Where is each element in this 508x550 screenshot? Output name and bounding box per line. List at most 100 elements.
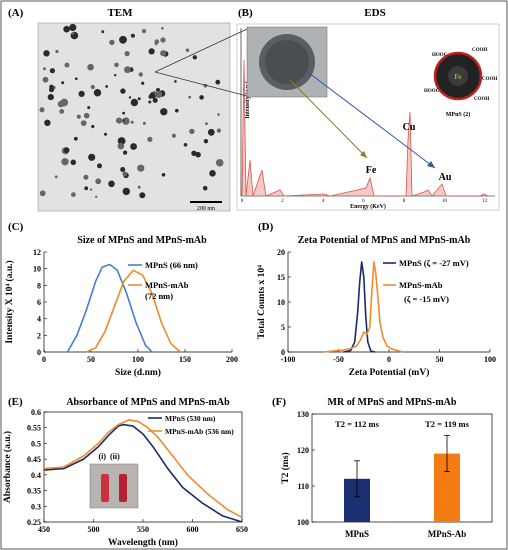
tem-particle	[217, 113, 220, 116]
tem-particle	[109, 39, 115, 46]
tem-particle	[203, 139, 209, 144]
tem-particle	[160, 108, 168, 116]
chart-d-series-0	[343, 261, 376, 353]
chart-e-y-tick-label: 0.45	[27, 455, 41, 464]
tem-particle	[83, 174, 89, 180]
vial-photo	[89, 463, 139, 509]
panel-b-label: (B)	[238, 7, 253, 19]
chart-e-title: Absorbance of MPnS and MPnS-mAb	[66, 397, 230, 408]
tem-particle	[87, 106, 91, 110]
chart-d: -100 -50 0 50 100 0 5 10 15 20 Zeta Potential (mV)…	[257, 248, 496, 378]
chart-e-x-tick-label: 550	[137, 525, 149, 534]
tem-particle	[148, 100, 152, 104]
tem-particle	[139, 192, 146, 199]
tem-particle	[124, 51, 130, 57]
chart-f-plot-frame	[311, 413, 493, 523]
tem-particle	[64, 62, 70, 68]
tem-particle	[137, 97, 141, 101]
chart-c-title: Size of MPnS and MPnS-mAb	[77, 235, 207, 246]
tem-particle	[73, 136, 78, 141]
tem-scale-label: 200 nm	[197, 206, 216, 212]
tem-particle	[160, 50, 167, 57]
panel-d-label: (D)	[258, 221, 274, 233]
chart-f-y-tick-label: 100	[297, 518, 309, 527]
chart-f: 100 110 120 130 T2 (ms) T2 = 112 ms MPnS T2 = 1…	[280, 410, 493, 539]
tem-particle	[215, 79, 221, 85]
tem-particle	[61, 158, 69, 166]
tem-image	[37, 22, 231, 212]
tem-particle	[202, 185, 208, 191]
tem-particle	[116, 117, 123, 124]
chart-f-data-label: T2 = 119 ms	[425, 419, 469, 429]
tem-particle	[183, 143, 188, 147]
chart-d-x-tick-label: 50	[436, 355, 444, 364]
chart-c-y-tick-label: 2	[37, 331, 41, 340]
mpns-schematic: Fe COOH HOOC COOH HOOC COOH MPnS (2)	[424, 48, 497, 118]
chart-c-legend-label-2: (72 nm)	[145, 291, 173, 301]
chart-d-series-1	[323, 261, 404, 353]
tem-particle	[114, 74, 117, 77]
chart-c-series-1	[85, 269, 181, 353]
tem-particle	[108, 180, 115, 188]
tem-particle	[104, 132, 107, 136]
chart-e-y-tick-label: 0.6	[31, 408, 41, 417]
eds-x-tick-label: 2	[281, 199, 284, 204]
mpns-schematic-label: MPnS (2)	[446, 111, 471, 118]
tem-particle	[105, 85, 109, 88]
chart-c-y-label: Intensity X 10⁴ (a.u.)	[4, 260, 15, 343]
chart-e-y-tick-label: 0.25	[27, 518, 41, 527]
tem-particle	[87, 63, 94, 71]
chart-f-category-label: MPnS	[345, 529, 369, 539]
tem-particle	[70, 159, 77, 166]
tem-particle	[69, 23, 77, 32]
chart-c-x-tick-label: 0	[42, 355, 46, 364]
chart-e: 450 500 550 600 650 0.25 0.3 0.35 0.4 0.45 0.5 0.55…	[2, 408, 248, 548]
tem-particle	[61, 81, 65, 85]
tem-particle	[122, 117, 130, 125]
tem-particle	[71, 192, 76, 198]
tem-particle	[207, 128, 215, 136]
chart-e-y-tick-label: 0.5	[31, 439, 41, 448]
tem-particle	[101, 30, 105, 34]
eds-y-label: Intensity (a.u.)	[244, 81, 251, 119]
tem-particle	[195, 151, 201, 158]
tem-particle	[185, 48, 190, 52]
panel-a-label: (A)	[8, 7, 24, 19]
tem-particle	[63, 147, 70, 153]
tem-particle	[122, 187, 130, 196]
eds-plot: Intensity (a.u.) Energy (KeV) 0 2 4 6 8 10 12 …	[154, 26, 497, 210]
arrow-to-au	[304, 69, 436, 169]
tem-particle	[174, 80, 177, 83]
cooh-1: COOH	[472, 48, 487, 53]
zoom-line-top	[154, 28, 248, 73]
tem-particle	[215, 159, 224, 167]
tem-particle	[75, 77, 78, 80]
chart-c-y-tick-label: 12	[33, 248, 41, 257]
tem-particle	[160, 37, 166, 43]
panel-e-label: (E)	[8, 396, 23, 408]
tem-particle	[161, 173, 166, 177]
eds-peak-au: Au	[439, 172, 452, 183]
chart-e-x-tick-label: 450	[38, 525, 50, 534]
tem-particle	[89, 188, 93, 191]
tem-particle	[90, 84, 95, 90]
chart-e-y-label: Absorbance (a.u.)	[2, 431, 13, 503]
tem-particle	[171, 133, 176, 138]
chart-c-x-tick-label: 150	[179, 355, 191, 364]
hooc-2: HOOC	[424, 89, 440, 94]
chart-d-x-tick-label: -50	[333, 355, 344, 364]
tem-particle	[119, 35, 127, 44]
tem-particle	[199, 95, 204, 100]
chart-e-x-label: Wavelength (nm)	[108, 537, 178, 548]
tem-particle	[39, 190, 46, 197]
tem-particle	[155, 90, 163, 98]
tem-particle	[114, 62, 119, 68]
chart-c-legend-label: MPnS (66 nm)	[145, 260, 198, 270]
tem-particle	[117, 137, 126, 145]
chart-e-series-0	[43, 423, 243, 523]
tem-particle	[152, 90, 156, 94]
tem-particle	[55, 49, 59, 54]
tem-particle	[130, 143, 138, 150]
chart-c-y-tick-label: 10	[33, 265, 41, 274]
panel-a-title: TEM	[107, 7, 133, 19]
